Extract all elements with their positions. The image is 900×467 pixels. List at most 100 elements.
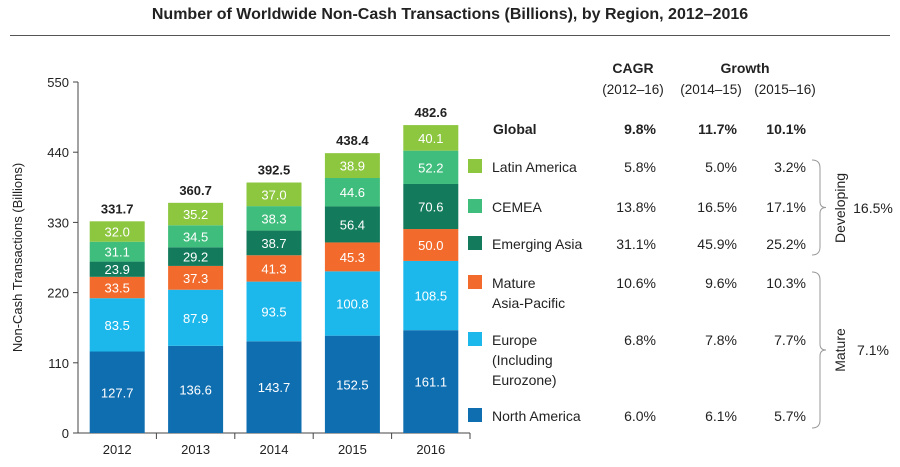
bar-total-label: 331.7 (101, 201, 134, 216)
bar-value-label: 44.6 (340, 185, 365, 200)
legend-swatch-north-america (468, 408, 482, 422)
bar-segment (168, 345, 224, 433)
cagr-emerging-asia: 31.1% (616, 236, 656, 252)
title-divider (10, 35, 890, 36)
bar-value-label: 100.8 (336, 297, 369, 312)
bar-segment (403, 260, 459, 331)
bar-value-label: 70.6 (418, 200, 443, 215)
growth-header: Growth (721, 60, 770, 76)
growth-2015-16-mature-apac: 10.3% (766, 275, 806, 291)
bar-segment (89, 221, 145, 242)
legend-label-latin: Latin America (492, 159, 577, 175)
bar-segment (246, 341, 302, 433)
developing-bracket (811, 159, 827, 256)
bar-segment (324, 242, 380, 272)
bar-segment (246, 182, 302, 207)
bar-total-label: 360.7 (179, 183, 212, 198)
bar-value-label: 34.5 (183, 229, 208, 244)
y-tick-label: 220 (47, 286, 69, 301)
growth-2015-16-emerging-asia: 25.2% (766, 236, 806, 252)
bar-value-label: 143.7 (258, 380, 291, 395)
bar-segment (324, 271, 380, 336)
growth-2014-15-north-america: 6.1% (705, 408, 737, 424)
bar-segment (168, 247, 224, 266)
cagr-latin: 5.8% (624, 159, 656, 175)
growth-2014-15-mature-apac: 9.6% (705, 275, 737, 291)
legend-swatch-cemea (468, 199, 482, 213)
chart-title: Number of Worldwide Non-Cash Transaction… (151, 6, 749, 23)
legend-label-europe: Europe (492, 332, 537, 348)
bar-value-label: 56.4 (340, 217, 365, 232)
growth-2015-16-latin: 3.2% (774, 159, 806, 175)
bar-segment (403, 150, 459, 184)
bar-segment (403, 183, 459, 230)
legend-swatch-latin (468, 159, 482, 173)
bar-segment (168, 289, 224, 346)
cagr-mature-apac: 10.6% (616, 275, 656, 291)
bar-value-label: 40.1 (418, 131, 443, 146)
bar-segment (168, 265, 224, 290)
global-cagr: 9.8% (624, 121, 656, 137)
bar-segment (89, 298, 145, 352)
legend-label-cemea: CEMEA (492, 199, 542, 215)
bar-segment (168, 225, 224, 248)
legend-swatch-emerging-asia (468, 236, 482, 250)
bar-total-label: 392.5 (258, 163, 291, 178)
x-tick-label: 2015 (338, 442, 367, 457)
growth-2015-16-north-america: 5.7% (774, 408, 806, 424)
bar-value-label: 52.2 (418, 160, 443, 175)
bar-value-label: 37.0 (261, 187, 286, 202)
bar-segment (403, 125, 459, 151)
bar-segment (89, 276, 145, 299)
y-axis-title: Non-Cash Transactions (Billions) (10, 163, 25, 352)
bar-value-label: 38.9 (340, 159, 365, 174)
growth-2015-16-europe: 7.7% (774, 332, 806, 348)
mature-group-label: Mature (832, 328, 848, 372)
y-tick-label: 330 (47, 215, 69, 230)
bar-segment (324, 177, 380, 207)
bar-value-label: 29.2 (183, 250, 208, 265)
bar-value-label: 83.5 (105, 318, 130, 333)
legend-label-mature-apac: Asia-Pacific (492, 295, 565, 311)
bar-segment (324, 153, 380, 178)
cagr-north-america: 6.0% (624, 408, 656, 424)
growth-period-2014-15: (2014–15) (680, 82, 742, 97)
x-tick-label: 2013 (181, 442, 210, 457)
legend-label-north-america: North America (492, 408, 581, 424)
bar-value-label: 108.5 (415, 289, 448, 304)
y-tick-label: 550 (47, 75, 69, 90)
cagr-header: CAGR (612, 60, 653, 76)
x-tick-label: 2016 (416, 442, 445, 457)
global-growth-2014-15: 11.7% (698, 121, 737, 137)
bar-value-label: 38.3 (261, 211, 286, 226)
legend-label-europe: Eurozone) (492, 372, 557, 388)
bar-segment (246, 281, 302, 342)
bar-total-label: 438.4 (336, 133, 369, 148)
cagr-period: (2012–16) (602, 82, 664, 97)
y-tick-label: 110 (48, 356, 69, 371)
developing-group-label: Developing (832, 173, 848, 243)
bar-segment (324, 206, 380, 243)
growth-2014-15-emerging-asia: 45.9% (697, 236, 737, 252)
legend-label-mature-apac: Mature (492, 275, 536, 291)
bar-segment (403, 229, 459, 261)
bar-segment (89, 351, 145, 433)
bar-segment (403, 330, 459, 433)
x-tick-label: 2014 (260, 442, 289, 457)
legend-label-europe: (Including (492, 352, 553, 368)
global-label: Global (493, 121, 537, 137)
bar-total-label: 482.6 (415, 105, 448, 120)
bar-value-label: 32.0 (105, 225, 130, 240)
bar-segment (89, 241, 145, 262)
legend-swatch-europe (468, 332, 482, 346)
growth-2014-15-latin: 5.0% (705, 159, 737, 175)
x-tick-label: 2012 (103, 442, 132, 457)
bar-segment (246, 255, 302, 282)
bar-value-label: 33.5 (105, 281, 130, 296)
bar-value-label: 161.1 (415, 375, 448, 390)
mature-group-cagr: 7.1% (857, 342, 889, 358)
legend-swatch-mature-apac (468, 275, 482, 289)
bar-value-label: 35.2 (183, 207, 208, 222)
bar-value-label: 45.3 (340, 250, 365, 265)
bar-segment (246, 230, 302, 256)
